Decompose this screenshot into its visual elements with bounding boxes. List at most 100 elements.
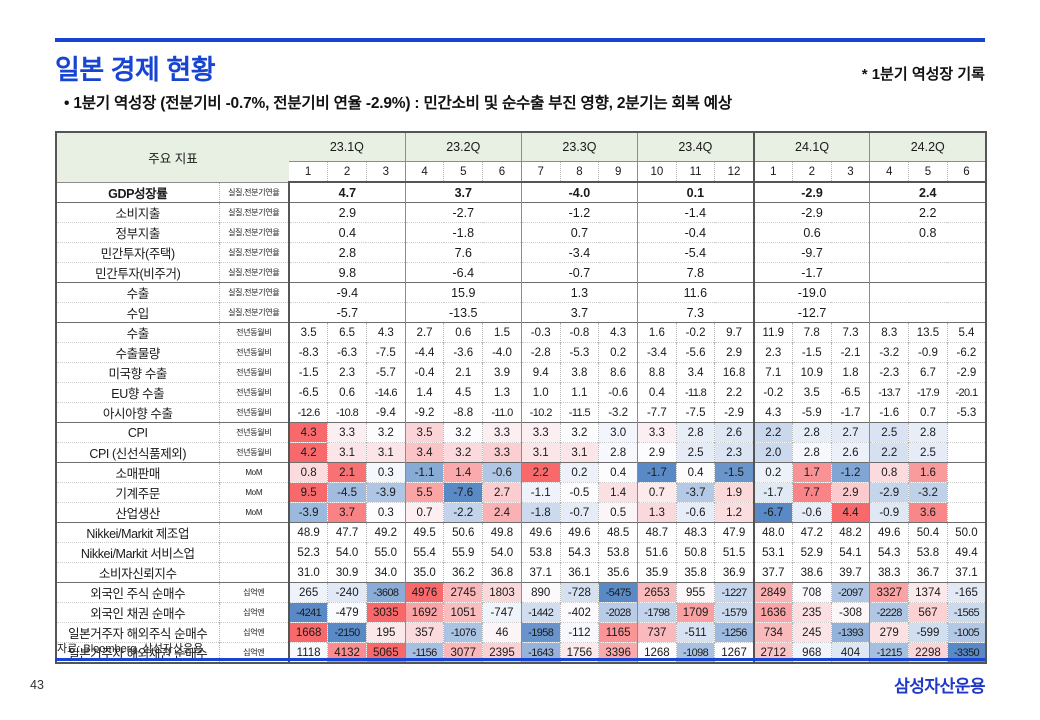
table-row: 소매판매 MoM 0.8 2.1 0.3 -1.1 1.4 -0.6 2.2 0.2 0.4 -1.7… xyxy=(56,462,987,483)
table-cell: 1165 xyxy=(598,622,638,643)
table-cell: 5065 xyxy=(365,642,406,663)
table-cell: 7.3 xyxy=(636,302,754,323)
table-cell: -1798 xyxy=(637,602,677,623)
table-row: 수입 실질,전분기연율 -5.7 -13.5 3.7 7.3 -12.7 xyxy=(56,302,987,323)
table-row: 정부지출 실질,전분기연율 0.4 -1.8 0.7 -0.4 0.6 0.8 xyxy=(56,222,987,243)
table-cell: 4.4 xyxy=(830,502,870,523)
table-cell: -6.5 xyxy=(289,382,328,403)
table-cell xyxy=(869,302,987,323)
table-cell: -3.2 xyxy=(908,482,948,503)
table-cell: 49.6 xyxy=(520,522,561,543)
table-cell: 34.0 xyxy=(365,562,406,583)
table-cell: -3.4 xyxy=(520,242,638,263)
row-label: Nikkei/Markit 서비스업 xyxy=(56,542,219,563)
table-cell: -3.9 xyxy=(365,482,406,503)
table-cell: 6.7 xyxy=(908,362,948,383)
quarter-header: 23.1Q xyxy=(289,132,406,162)
table-cell: 3.2 xyxy=(443,422,483,443)
table-cell: 2.8 xyxy=(289,242,406,263)
row-unit: 실질,전분기연율 xyxy=(218,202,291,223)
row-label: 외국인 주식 순매수 xyxy=(56,582,219,603)
table-cell: 0.1 xyxy=(636,182,754,203)
table-cell xyxy=(946,422,987,443)
table-cell: 49.5 xyxy=(404,522,444,543)
table-cell: 36.8 xyxy=(482,562,522,583)
table-cell: 3035 xyxy=(365,602,406,623)
table-cell: 3327 xyxy=(869,582,909,603)
row-label: 아시아향 수출 xyxy=(56,402,219,423)
table-cell: -2.1 xyxy=(830,342,870,363)
table-cell: 2712 xyxy=(752,642,793,663)
table-cell: 3.2 xyxy=(443,442,483,463)
table-cell: -1098 xyxy=(675,642,715,663)
table-cell: 567 xyxy=(908,602,948,623)
row-unit: 실질,전분기연율 xyxy=(218,242,291,263)
table-cell: 51.6 xyxy=(637,542,677,563)
table-cell: 47.7 xyxy=(327,522,367,543)
table-cell: 1268 xyxy=(637,642,677,663)
table-cell: 2.7 xyxy=(404,322,444,343)
table-cell: 3.1 xyxy=(559,442,599,463)
table-cell: 3.0 xyxy=(598,422,638,443)
table-cell: 7.8 xyxy=(791,322,832,343)
table-cell: 49.6 xyxy=(869,522,909,543)
table-cell: 53.1 xyxy=(752,542,793,563)
table-cell: 2.6 xyxy=(714,422,754,443)
row-unit: 실질,전분기연율 xyxy=(218,262,291,283)
table-cell: -6.3 xyxy=(327,342,367,363)
table-cell: -7.6 xyxy=(443,482,483,503)
table-cell: 1.6 xyxy=(637,322,677,343)
table-cell: -1076 xyxy=(443,622,483,643)
month-header: 4 xyxy=(404,161,444,183)
row-unit: 전년동월비 xyxy=(218,422,291,443)
row-label: 소비자신뢰지수 xyxy=(56,562,219,583)
table-cell: 245 xyxy=(791,622,832,643)
row-unit xyxy=(218,522,291,543)
table-cell: 2.4 xyxy=(482,502,522,523)
table-cell: -1.7 xyxy=(830,402,870,423)
table-row: 수출물량 전년동월비 -8.3 -6.3 -7.5 -4.4 -3.6 -4.0 -2.8 -5.… xyxy=(56,342,987,363)
table-cell: 2653 xyxy=(637,582,677,603)
table-cell: 3.3 xyxy=(482,442,522,463)
table-cell: -10.8 xyxy=(327,402,367,423)
table-cell: -747 xyxy=(482,602,522,623)
table-row: 산업생산 MoM -3.9 3.7 0.3 0.7 -2.2 2.4 -1.8 -0.7 0.5 1.… xyxy=(56,502,987,523)
table-cell: 195 xyxy=(365,622,406,643)
table-cell: 1.6 xyxy=(908,462,948,483)
month-header: 4 xyxy=(869,161,909,183)
table-cell: -3.2 xyxy=(598,402,638,423)
table-cell: 2.2 xyxy=(520,462,561,483)
indicator-table: 주요 지표 23.1Q 23.2Q 23.3Q 23.4Q 24.1Q 24.2Q 1 2 3 4 5… xyxy=(55,131,988,664)
month-header: 9 xyxy=(598,161,638,183)
table-cell: -5.6 xyxy=(675,342,715,363)
table-cell: -11.0 xyxy=(482,402,522,423)
table-cell: 4.7 xyxy=(338,185,357,200)
table-cell: 0.3 xyxy=(365,462,406,483)
table-cell: 2.6 xyxy=(830,442,870,463)
table-cell: -112 xyxy=(559,622,599,643)
table-cell: 7.6 xyxy=(404,242,522,263)
table-cell: -9.2 xyxy=(404,402,444,423)
row-label: GDP성장률 xyxy=(108,186,168,201)
table-cell: 55.9 xyxy=(443,542,483,563)
table-cell: 1.3 xyxy=(520,282,638,303)
table-cell: 7.3 xyxy=(830,322,870,343)
table-row: 외국인 채권 순매수 십억엔 -4241 -479 3035 1692 1051 -747 -1… xyxy=(56,602,987,623)
table-cell: 0.4 xyxy=(675,462,715,483)
table-cell: 1.0 xyxy=(520,382,561,403)
table-cell: 2.8 xyxy=(675,422,715,443)
table-cell: 1118 xyxy=(289,642,328,663)
table-cell: 4.2 xyxy=(289,442,328,463)
table-cell: 37.1 xyxy=(520,562,561,583)
table-cell xyxy=(946,502,987,523)
month-header: 11 xyxy=(675,161,715,183)
table-cell: 3.5 xyxy=(404,422,444,443)
table-row: 아시아향 수출 전년동월비 -12.6 -10.8 -9.4 -9.2 -8.8 -11.0-… xyxy=(56,402,987,423)
table-cell: 9.4 xyxy=(520,362,561,383)
table-cell: -0.6 xyxy=(791,502,832,523)
table-cell: 2.2 xyxy=(714,382,754,403)
table-cell: -2.9 xyxy=(946,362,987,383)
table-cell: -10.2 xyxy=(520,402,561,423)
table-row: 미국향 수출 전년동월비 -1.5 2.3 -5.7 -0.4 2.1 3.9 9.4 3.8 8.… xyxy=(56,362,987,383)
table-cell: 0.4 xyxy=(637,382,677,403)
